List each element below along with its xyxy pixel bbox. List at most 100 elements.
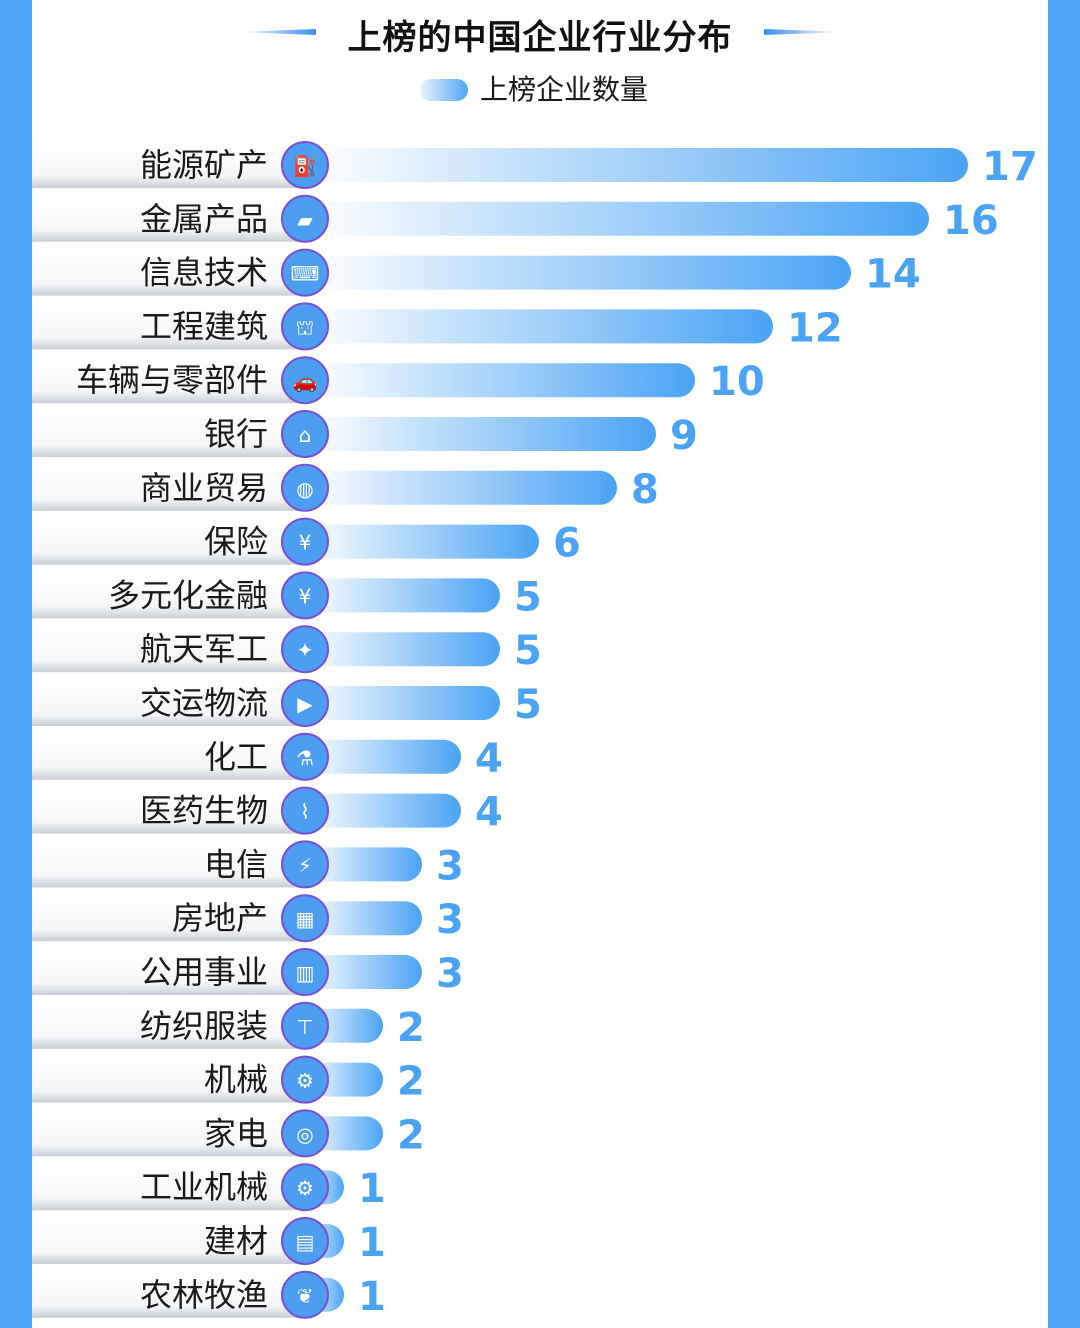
legend: 上榜企业数量	[420, 72, 680, 108]
bar	[305, 255, 851, 290]
value-label: 17	[982, 144, 1038, 190]
label-plate	[32, 948, 304, 995]
chart-row: 信息技术 ⌨ 14	[32, 248, 921, 298]
label-plate	[32, 356, 304, 404]
label-plate	[32, 840, 304, 888]
bank-icon: ⌂	[299, 423, 312, 447]
category-label: 商业贸易	[140, 469, 268, 507]
chart-row: 家电 ◎ 2	[32, 1109, 425, 1158]
category-label: 交运物流	[140, 684, 268, 722]
bar	[305, 955, 422, 989]
chart-row: 保险 ¥6	[32, 517, 581, 567]
washing-machine-icon: ◎	[296, 1122, 313, 1146]
category-label: 机械	[204, 1061, 268, 1099]
category-label: 公用事业	[140, 953, 268, 991]
bar	[305, 793, 461, 828]
factory-icon: ▥	[296, 961, 315, 985]
value-label: 3	[436, 843, 464, 889]
dna-icon: ⌇	[300, 800, 310, 824]
chart-row: 电信 ⚡ 3	[32, 840, 464, 889]
icon-circle	[281, 356, 329, 405]
icon-circle	[281, 840, 329, 889]
label-plate	[32, 302, 304, 350]
chart-row: 医药生物 ⌇ 4	[32, 786, 503, 836]
value-label: 5	[514, 574, 542, 620]
chart-row: 金属产品 ▰ 16	[32, 194, 999, 244]
chart-row: 纺织服装 ⊤ 2	[32, 1001, 425, 1051]
category-label: 金属产品	[140, 200, 268, 238]
shield-yen-icon: ¥	[299, 531, 312, 555]
right-side-band	[1048, 0, 1080, 1328]
category-label: 房地产	[172, 899, 268, 937]
bar	[305, 148, 968, 182]
chart-row: 能源矿产 ⛽ 17	[32, 141, 1038, 190]
building-icon: ▦	[296, 907, 315, 931]
bar	[305, 686, 500, 720]
bar	[305, 739, 461, 774]
icon-circle	[281, 302, 329, 351]
label-plate	[32, 1055, 304, 1103]
label-plate	[32, 1217, 304, 1264]
chart-row: 工业机械 ⚙ 1	[32, 1163, 386, 1212]
icon-circle	[281, 517, 329, 566]
value-label: 14	[865, 252, 921, 298]
label-plate	[32, 517, 304, 565]
chart-row: 公用事业 ▥ 3	[32, 948, 464, 997]
chart-row: 机械 ⚙ 2	[32, 1055, 425, 1105]
value-label: 5	[514, 682, 542, 728]
bar	[305, 847, 422, 882]
category-label: 医药生物	[140, 792, 268, 830]
value-label: 8	[631, 467, 659, 513]
icon-circle	[281, 732, 329, 781]
chart-row: 商业贸易 ◍ 8	[32, 463, 659, 513]
globe-icon: ◍	[296, 477, 313, 501]
bar	[305, 632, 500, 667]
sprout-icon: ❦	[297, 1284, 314, 1308]
label-plate	[32, 248, 304, 296]
bar	[305, 363, 695, 398]
label-plate	[32, 141, 304, 188]
title-right-decoration	[764, 29, 844, 35]
icon-circle	[281, 410, 329, 458]
bar	[305, 470, 617, 505]
title-area: 上榜的中国企业行业分布	[0, 4, 1080, 58]
chart-row: 银行 ⌂ 9	[32, 410, 698, 459]
icon-circle	[281, 1109, 329, 1158]
icon-circle	[281, 625, 329, 674]
icon-circle	[281, 248, 329, 297]
category-label: 建材	[204, 1222, 268, 1260]
icon-circle	[281, 786, 329, 835]
chart-row: 航天军工 ✦ 5	[32, 625, 542, 674]
bar	[305, 309, 773, 344]
value-label: 4	[475, 736, 503, 782]
icon-circle	[281, 141, 329, 189]
icon-circle	[281, 1217, 329, 1265]
category-label: 航天军工	[140, 630, 268, 668]
icon-circle	[281, 194, 329, 243]
value-label: 5	[514, 628, 542, 674]
bar	[305, 417, 656, 451]
bar	[305, 901, 422, 936]
label-plate	[32, 894, 304, 942]
category-label: 化工	[204, 738, 268, 776]
category-label: 电信	[204, 845, 268, 883]
bar	[305, 201, 929, 236]
chart-row: 建材 ▤ 1	[32, 1217, 386, 1266]
bar	[305, 524, 539, 559]
icon-circle	[281, 571, 329, 620]
title-left-decoration	[236, 29, 316, 35]
icon-circle	[281, 894, 329, 943]
value-label: 16	[943, 198, 999, 244]
crane-icon: ⛫	[296, 315, 314, 339]
chart-title: 上榜的中国企业行业分布	[347, 18, 733, 58]
bricks-icon: ▤	[296, 1230, 315, 1254]
value-label: 2	[397, 1005, 425, 1051]
value-label: 3	[436, 897, 464, 943]
chart-row: 农林牧渔 ❦ 1	[32, 1270, 386, 1320]
icon-circle	[281, 948, 329, 996]
chart-row: 化工 ⚗ 4	[32, 732, 503, 782]
chart-row: 工程建筑 ⛫ 12	[32, 302, 843, 351]
label-plate	[32, 463, 304, 511]
category-label: 农林牧渔	[140, 1276, 268, 1314]
